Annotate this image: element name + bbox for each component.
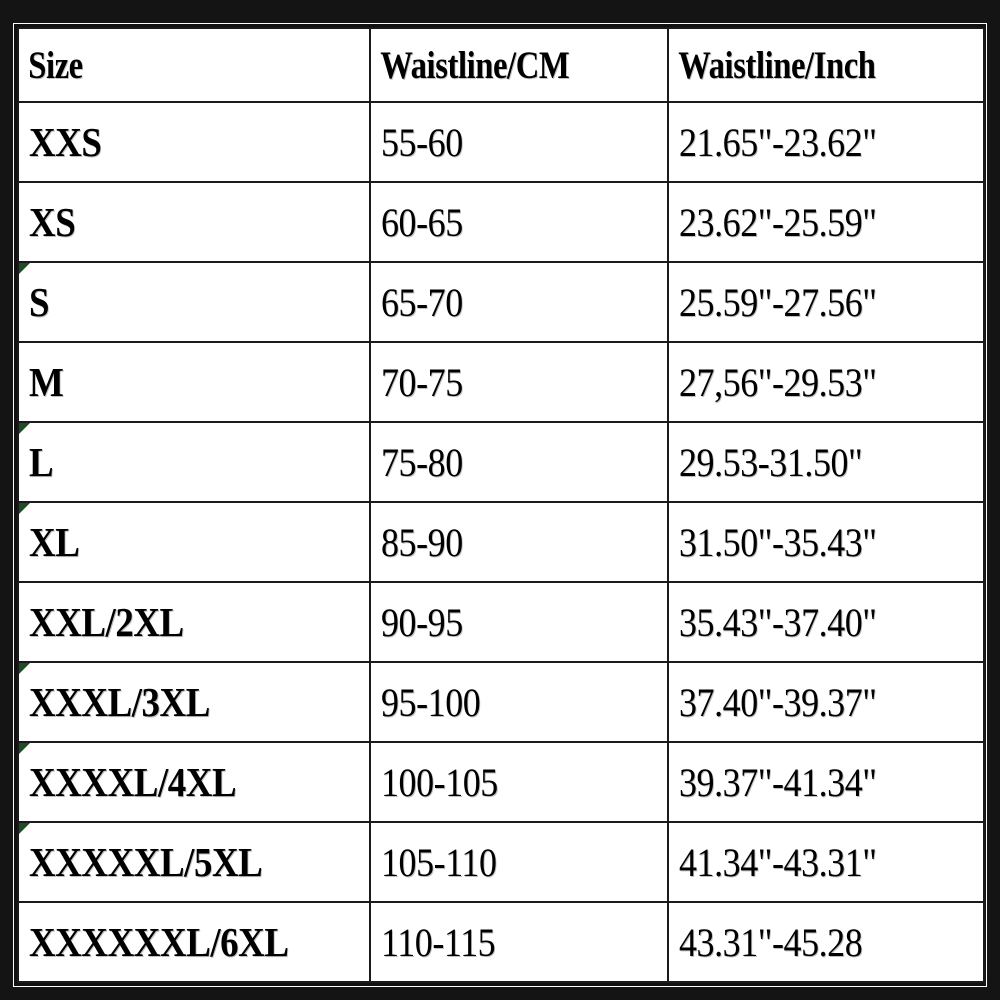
cell-waistline-inch-label: 43.31"-45.28 <box>679 919 863 965</box>
cell-waistline-cm-label: 55-60 <box>381 119 463 165</box>
cell-size: S <box>17 261 371 343</box>
compression-artifact <box>20 664 30 674</box>
column-header-waistline-inch-label: Waistline/Inch <box>678 43 876 87</box>
cell-waistline-inch: 43.31"-45.28 <box>667 901 985 983</box>
cell-size-label: XXXXXXL/6XL <box>29 919 289 965</box>
cell-size: XXS <box>17 101 371 183</box>
cell-waistline-cm: 90-95 <box>369 581 669 663</box>
cell-size-label: XS <box>29 199 76 245</box>
cell-waistline-cm-label: 70-75 <box>381 359 463 405</box>
cell-waistline-inch-label: 35.43"-37.40" <box>679 599 877 645</box>
cell-waistline-inch: 27,56"-29.53" <box>667 341 985 423</box>
column-header-waistline-inch: Waistline/Inch <box>667 27 963 103</box>
cell-waistline-inch: 37.40"-39.37" <box>667 661 985 743</box>
cell-waistline-cm: 65-70 <box>369 261 669 343</box>
cell-waistline-cm-label: 100-105 <box>381 759 498 805</box>
size-chart-frame: Size Waistline/CM Waistline/Inch XXS 55-6… <box>14 24 986 986</box>
table-row: XXXL/3XL 95-100 37.40"-39.37" <box>17 661 985 743</box>
cell-size: XXL/2XL <box>17 581 371 663</box>
cell-waistline-inch: 31.50"-35.43" <box>667 501 985 583</box>
cell-waistline-cm-label: 95-100 <box>381 679 481 725</box>
cell-waistline-inch-label: 31.50"-35.43" <box>679 519 877 565</box>
cell-size-label: L <box>29 439 54 485</box>
cell-size-label: XXXL/3XL <box>29 679 210 725</box>
cell-size-label: M <box>29 359 64 405</box>
cell-waistline-cm-label: 65-70 <box>381 279 463 325</box>
compression-artifact <box>20 264 30 274</box>
cell-waistline-inch: 35.43"-37.40" <box>667 581 985 663</box>
cell-waistline-inch-label: 27,56"-29.53" <box>679 359 877 405</box>
compression-artifact <box>20 504 30 514</box>
table-row: XL 85-90 31.50"-35.43" <box>17 501 985 583</box>
cell-waistline-inch: 39.37"-41.34" <box>667 741 985 823</box>
table-row: XXXXXXL/6XL 110-115 43.31"-45.28 <box>17 901 985 983</box>
size-chart-table: Size Waistline/CM Waistline/Inch XXS 55-6… <box>17 27 985 983</box>
cell-waistline-cm-label: 105-110 <box>381 839 497 885</box>
cell-size: M <box>17 341 371 423</box>
cell-size-label: XXL/2XL <box>29 599 184 645</box>
cell-waistline-cm: 110-115 <box>369 901 669 983</box>
column-header-size-label: Size <box>28 43 83 87</box>
cell-waistline-inch-label: 39.37"-41.34" <box>679 759 877 805</box>
cell-waistline-cm: 105-110 <box>369 821 669 903</box>
cell-size: XXXXXXL/6XL <box>17 901 371 983</box>
table-row: S 65-70 25.59"-27.56" <box>17 261 985 343</box>
cell-waistline-cm: 85-90 <box>369 501 669 583</box>
cell-waistline-inch: 29.53-31.50" <box>667 421 985 503</box>
cell-size-label: XXXXL/4XL <box>29 759 237 805</box>
table-body: XXS 55-60 21.65"-23.62" XS 60-65 23.62"-25.59… <box>17 101 985 983</box>
cell-waistline-inch-label: 21.65"-23.62" <box>679 119 877 165</box>
cell-waistline-cm-label: 110-115 <box>381 919 496 965</box>
cell-size: XXXL/3XL <box>17 661 371 743</box>
cell-size-label: S <box>29 279 50 325</box>
column-header-waistline-cm-label: Waistline/CM <box>380 43 570 87</box>
column-header-size: Size <box>17 27 347 103</box>
compression-artifact <box>20 424 30 434</box>
cell-waistline-cm: 100-105 <box>369 741 669 823</box>
cell-waistline-inch: 41.34"-43.31" <box>667 821 985 903</box>
cell-waistline-inch: 25.59"-27.56" <box>667 261 985 343</box>
cell-size: L <box>17 421 371 503</box>
cell-waistline-inch-label: 41.34"-43.31" <box>679 839 877 885</box>
compression-artifact <box>20 744 30 754</box>
cell-size: XL <box>17 501 371 583</box>
cell-waistline-cm: 95-100 <box>369 661 669 743</box>
cell-waistline-cm: 75-80 <box>369 421 669 503</box>
cell-waistline-cm-label: 75-80 <box>381 439 463 485</box>
cell-size: XS <box>17 181 371 263</box>
table-row: L 75-80 29.53-31.50" <box>17 421 985 503</box>
table-row: XXS 55-60 21.65"-23.62" <box>17 101 985 183</box>
table-row: XXL/2XL 90-95 35.43"-37.40" <box>17 581 985 663</box>
cell-size-label: XXXXXL/5XL <box>29 839 263 885</box>
cell-waistline-inch-label: 29.53-31.50" <box>679 439 863 485</box>
cell-waistline-inch: 21.65"-23.62" <box>667 101 985 183</box>
cell-waistline-inch-label: 37.40"-39.37" <box>679 679 877 725</box>
cell-waistline-inch-label: 23.62"-25.59" <box>679 199 877 245</box>
cell-size-label: XXS <box>29 119 102 165</box>
cell-waistline-inch: 23.62"-25.59" <box>667 181 985 263</box>
cell-waistline-cm-label: 60-65 <box>381 199 463 245</box>
compression-artifact <box>20 824 30 834</box>
table-row: M 70-75 27,56"-29.53" <box>17 341 985 423</box>
cell-waistline-cm-label: 90-95 <box>381 599 463 645</box>
cell-size: XXXXXL/5XL <box>17 821 371 903</box>
cell-size-label: XL <box>29 519 80 565</box>
column-header-waistline-cm: Waistline/CM <box>369 27 649 103</box>
table-row: XXXXL/4XL 100-105 39.37"-41.34" <box>17 741 985 823</box>
header-row: Size Waistline/CM Waistline/Inch <box>17 27 984 103</box>
cell-waistline-inch-label: 25.59"-27.56" <box>679 279 877 325</box>
cell-waistline-cm: 60-65 <box>369 181 669 263</box>
cell-waistline-cm-label: 85-90 <box>381 519 463 565</box>
cell-size: XXXXL/4XL <box>17 741 371 823</box>
table-row: XXXXXL/5XL 105-110 41.34"-43.31" <box>17 821 985 903</box>
table-row: XS 60-65 23.62"-25.59" <box>17 181 985 263</box>
table-header: Size Waistline/CM Waistline/Inch <box>17 27 984 103</box>
cell-waistline-cm: 55-60 <box>369 101 669 183</box>
cell-waistline-cm: 70-75 <box>369 341 669 423</box>
